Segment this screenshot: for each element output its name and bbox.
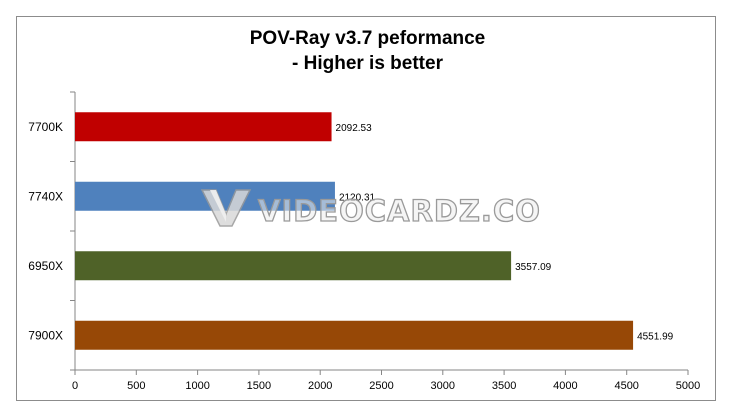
x-tick-label: 4000 bbox=[553, 380, 577, 392]
chart-title: POV-Ray v3.7 peformance - Higher is bett… bbox=[0, 26, 735, 76]
category-label: 7740X bbox=[28, 189, 63, 203]
x-tick-label: 2000 bbox=[308, 380, 332, 392]
x-tick-label: 500 bbox=[127, 380, 145, 392]
chart-title-line-1: POV-Ray v3.7 peformance bbox=[249, 28, 486, 49]
chart-title-line-2: - Higher is better bbox=[292, 53, 443, 74]
x-tick-label: 1500 bbox=[247, 380, 271, 392]
x-tick-label: 0 bbox=[72, 380, 78, 392]
data-label: 2092.53 bbox=[336, 123, 373, 134]
x-tick-label: 2500 bbox=[369, 380, 393, 392]
category-label: 7700K bbox=[28, 120, 63, 134]
x-tick-label: 4500 bbox=[614, 380, 638, 392]
data-label: 4551.99 bbox=[637, 331, 674, 342]
watermark-logo: VIDEOCARDZ.COM bbox=[200, 189, 540, 229]
watermark-text: VIDEOCARDZ.COM bbox=[258, 194, 540, 228]
bar-7700k bbox=[75, 112, 332, 142]
data-label: 2120.31 bbox=[339, 192, 376, 203]
watermark-v-icon bbox=[200, 189, 252, 227]
x-tick-label: 3500 bbox=[492, 380, 516, 392]
x-tick-label: 5000 bbox=[676, 380, 700, 392]
bar-7900x bbox=[75, 320, 634, 350]
category-label: 7900X bbox=[28, 328, 63, 342]
bar-6950x bbox=[75, 251, 512, 281]
category-label: 6950X bbox=[28, 259, 63, 273]
data-label: 3557.09 bbox=[515, 262, 552, 273]
x-tick-label: 1000 bbox=[185, 380, 209, 392]
x-tick-label: 3000 bbox=[431, 380, 455, 392]
